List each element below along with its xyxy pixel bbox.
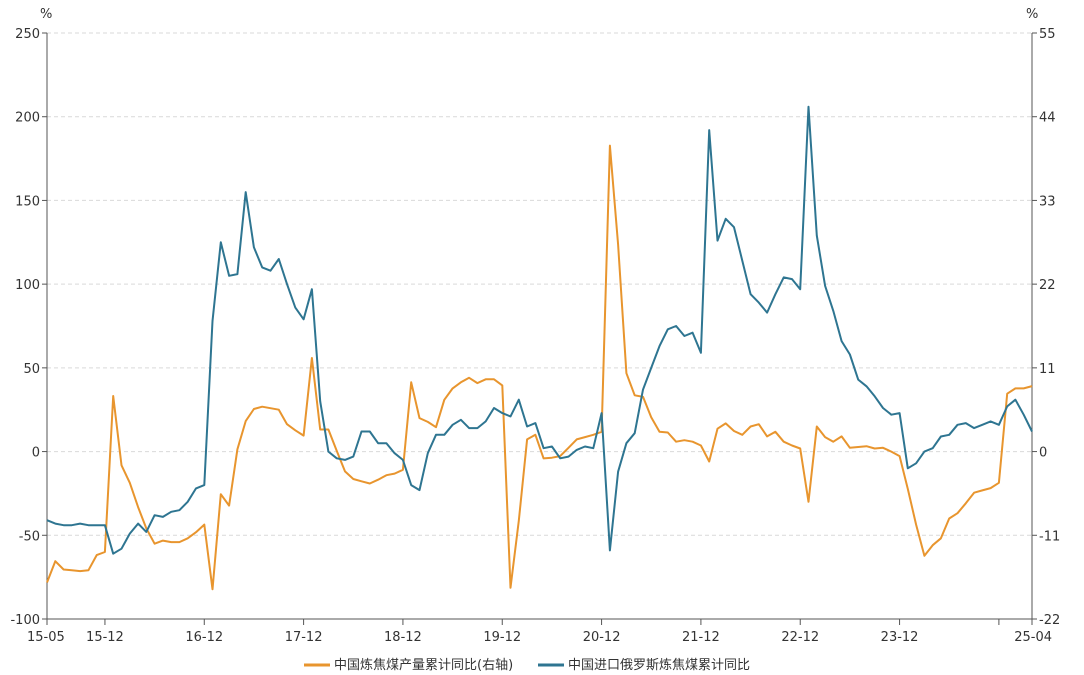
right-tick-label: 44 xyxy=(1039,111,1056,126)
right-tick-label: 33 xyxy=(1039,194,1056,209)
x-tick-label: 20-12 xyxy=(583,630,621,645)
x-tick-label: 18-12 xyxy=(384,630,422,645)
x-tick-label: 15-05 xyxy=(27,630,65,645)
right-axis-unit: % xyxy=(1026,7,1038,22)
x-tick-label: 23-12 xyxy=(881,630,919,645)
left-tick-label: 100 xyxy=(15,278,40,293)
left-tick-label: 150 xyxy=(15,194,40,209)
x-tick-label: 17-12 xyxy=(285,630,323,645)
right-tick-label: 55 xyxy=(1039,27,1056,42)
grid-layer xyxy=(47,32,1032,536)
x-tick-label: 15-12 xyxy=(86,630,124,645)
left-tick-label: 50 xyxy=(23,362,40,377)
right-tick-label: 22 xyxy=(1039,278,1056,293)
left-tick-label: 0 xyxy=(32,446,40,461)
right-tick-label: 0 xyxy=(1039,446,1047,461)
axis-layer: % % xyxy=(40,7,1038,620)
x-tick-label: 25-04 xyxy=(1014,630,1052,645)
right-y-ticks: 55 44 33 22 11 0 -11 -22 xyxy=(1032,27,1060,628)
legend: 中国炼焦煤产量累计同比(右轴) 中国进口俄罗斯炼焦煤累计同比 xyxy=(304,658,750,673)
right-tick-label: -22 xyxy=(1039,613,1060,628)
left-tick-label: 250 xyxy=(15,27,40,42)
series-layer xyxy=(46,105,1033,591)
series-line-0 xyxy=(46,144,1033,591)
x-tick-label: 16-12 xyxy=(185,630,223,645)
legend-label-russia-import: 中国进口俄罗斯炼焦煤累计同比 xyxy=(568,658,750,673)
left-tick-label: -50 xyxy=(19,529,40,544)
x-tick-label: 19-12 xyxy=(483,630,521,645)
right-tick-label: -11 xyxy=(1039,529,1060,544)
right-tick-label: 11 xyxy=(1039,362,1056,377)
left-tick-label: -100 xyxy=(10,613,40,628)
legend-label-coking-coal-output: 中国炼焦煤产量累计同比(右轴) xyxy=(334,658,513,673)
left-axis-unit: % xyxy=(40,7,52,22)
left-tick-label: 200 xyxy=(15,111,40,126)
x-tick-label: 21-12 xyxy=(682,630,720,645)
x-tick-label: 22-12 xyxy=(781,630,819,645)
series-line-1 xyxy=(46,105,1033,555)
x-ticks: 15-05 15-12 16-12 17-12 18-12 19-12 20-12 21-12… xyxy=(27,619,1052,645)
left-y-ticks: 250 200 150 100 50 0 -50 -100 xyxy=(10,27,47,628)
